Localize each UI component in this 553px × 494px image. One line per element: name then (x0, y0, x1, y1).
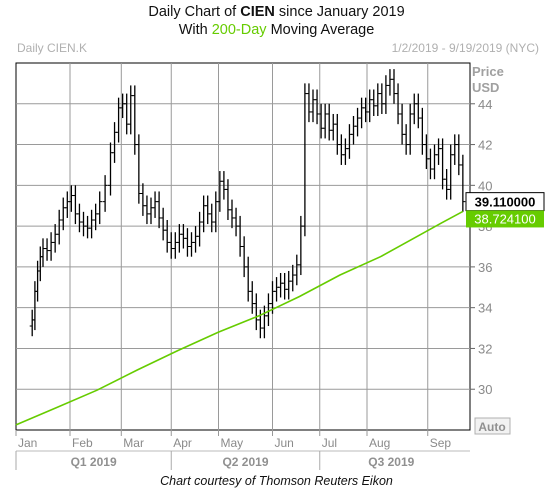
auto-button-label: Auto (478, 420, 505, 434)
price-tick-label: 32 (478, 341, 492, 356)
price-tick-label: 44 (478, 97, 492, 112)
date-range: 1/2/2019 - 9/19/2019 (NYC) (391, 41, 539, 55)
chart-axes (15, 103, 475, 470)
chart-courtesy: Chart courtesy of Thomson Reuters Eikon (160, 474, 393, 488)
price-tick-label: 36 (478, 260, 492, 275)
month-label: Feb (72, 436, 93, 450)
month-label: Jun (275, 436, 294, 450)
month-label: Jul (322, 436, 337, 450)
symbol-label: Daily CIEN.K (17, 41, 88, 55)
chart-title: Daily Chart of CIEN since January 2019 (0, 4, 553, 20)
title-suffix: since January 2019 (274, 4, 405, 20)
auto-scale-button[interactable]: Auto (474, 417, 511, 435)
price-tick-label: 34 (478, 301, 492, 316)
title-prefix: Daily Chart of (148, 4, 241, 20)
quarter-label: Q3 2019 (368, 455, 414, 469)
subtitle-prefix: With (178, 22, 212, 38)
subtitle-accent: 200-Day (211, 22, 267, 38)
month-label: Aug (369, 436, 390, 450)
price-chart: JanFebMarAprMayJunJulAugSep3032343638404… (15, 62, 545, 470)
price-tick-label: 40 (478, 178, 492, 193)
month-label: May (221, 436, 244, 450)
price-tick-label: 42 (478, 138, 492, 153)
subtitle-suffix: Moving Average (266, 22, 375, 38)
currency-axis-label: USD (472, 80, 499, 95)
plot-frame (15, 62, 471, 431)
month-label: Mar (123, 436, 144, 450)
last-price-label: 39.110000 (475, 195, 536, 210)
quarter-label: Q1 2019 (71, 455, 117, 469)
price-bars (29, 69, 466, 339)
ma-value-label: 38.724100 (474, 211, 535, 226)
moving-average (15, 210, 464, 426)
chart-subtitle: With 200-Day Moving Average (0, 22, 553, 38)
month-label: Sep (430, 436, 452, 450)
ma-value-box (466, 210, 544, 228)
price-tick-label: 30 (478, 382, 492, 397)
moving-average-line (15, 210, 464, 426)
auto-button-frame (474, 417, 511, 435)
price-axis-label: Price (472, 64, 504, 79)
quarter-label: Q2 2019 (222, 455, 268, 469)
chart-labels: JanFebMarAprMayJunJulAugSep3032343638404… (18, 64, 545, 469)
month-label: Jan (18, 436, 37, 450)
month-label: Apr (173, 436, 192, 450)
title-ticker: CIEN (240, 4, 275, 20)
